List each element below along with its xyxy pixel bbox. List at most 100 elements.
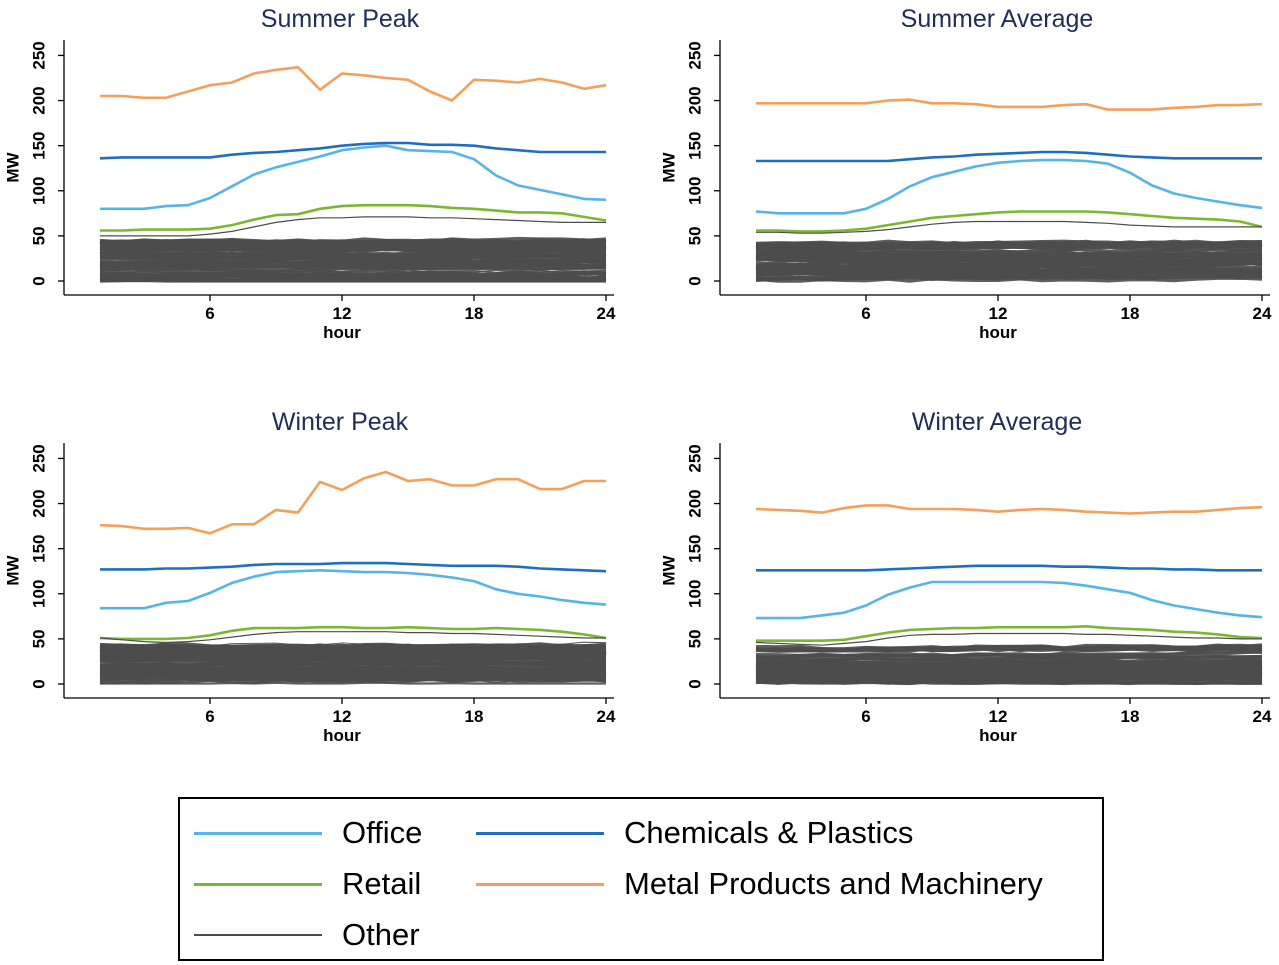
y-tick-label: 100	[685, 177, 704, 205]
legend-item-office: Office	[194, 813, 422, 853]
series-line-retail	[99, 625, 607, 641]
y-tick-label: 150	[685, 131, 704, 159]
panel-title: Winter Average	[912, 408, 1082, 436]
y-tick-label: 0	[29, 276, 48, 285]
series-line-other-sector	[99, 273, 607, 279]
x-tick-label: 6	[861, 707, 870, 726]
legend: Office Retail Other Chemicals & Plastics…	[178, 797, 1104, 961]
legend-item-other: Other	[194, 915, 420, 955]
series-line-metal-products-and-machinery	[99, 470, 606, 535]
y-tick-label: 150	[29, 534, 48, 562]
series-line-other-sector	[755, 670, 1263, 677]
x-tick-label: 6	[205, 707, 214, 726]
series-line-other-sector	[755, 268, 1263, 275]
x-axis-title: hour	[979, 726, 1017, 745]
series-line-other-sector	[99, 663, 607, 671]
panel-title: Summer Average	[901, 5, 1094, 33]
series-line-other	[100, 216, 606, 237]
series-line-other-sector	[99, 646, 607, 656]
series-line-other-sector	[99, 674, 607, 680]
y-tick-label: 250	[29, 444, 48, 472]
x-tick-label: 18	[465, 304, 484, 323]
chart-panel-2: Summer Average 0 50 100 150 200 250 MW 6 12 18 24 ho…	[659, 5, 1272, 342]
series-line-metal-products-and-machinery	[756, 98, 1263, 111]
series-line-other-sector	[99, 244, 607, 252]
x-tick-label: 12	[989, 707, 1008, 726]
chart-panel-1: Summer Peak 0 50 100 150 200 250 MW 6 12 18 24 hour	[3, 5, 616, 342]
y-tick-label: 100	[29, 580, 48, 608]
y-tick-label: 0	[29, 679, 48, 688]
series-line-chemicals-plastics	[100, 561, 607, 573]
legend-item-metal-products: Metal Products and Machinery	[476, 864, 1043, 904]
x-axis-title: hour	[323, 726, 361, 745]
x-tick-label: 18	[1121, 707, 1140, 726]
x-tick-label: 24	[1253, 304, 1272, 323]
series-line-metal-products-and-machinery	[755, 504, 1263, 515]
y-tick-label: 200	[685, 489, 704, 517]
chart-panel-4: Winter Average 0 50 100 150 200 250 MW 6 12 18 24 ho…	[659, 408, 1272, 745]
x-tick-label: 6	[205, 304, 214, 323]
series-line-other-sector	[100, 267, 607, 273]
series-line-other-sector	[99, 679, 607, 685]
series-line-other-sector	[756, 657, 1263, 664]
series-line-other-sector	[755, 665, 1263, 672]
legend-swatch-metal-products	[476, 882, 604, 886]
y-axis-title: MW	[659, 151, 678, 182]
series-line-other-sector	[755, 243, 1263, 253]
legend-item-chemicals-plastics: Chemicals & Plastics	[476, 813, 913, 853]
y-tick-label: 100	[685, 580, 704, 608]
x-tick-label: 24	[1253, 707, 1272, 726]
x-tick-label: 12	[333, 304, 352, 323]
panel-title: Summer Peak	[261, 5, 420, 33]
series-line-other-sector	[99, 654, 607, 660]
y-tick-label: 0	[685, 679, 704, 688]
x-tick-label: 24	[597, 304, 616, 323]
y-axis-title: MW	[3, 151, 22, 182]
y-tick-label: 250	[29, 41, 48, 69]
y-tick-label: 50	[29, 629, 48, 648]
series-line-office	[756, 580, 1263, 620]
legend-label-other: Other	[342, 917, 420, 952]
y-axis-title: MW	[3, 554, 22, 585]
series-line-other-sector	[99, 642, 607, 651]
other-band	[99, 641, 607, 685]
series-line-office	[100, 568, 607, 610]
y-tick-label: 50	[29, 226, 48, 245]
series-line-other-sector	[99, 263, 607, 268]
series-line-chemicals-plastics	[756, 150, 1262, 163]
series-line-other-sector	[99, 248, 607, 253]
y-tick-label: 250	[685, 444, 704, 472]
series-line-retail	[100, 203, 607, 232]
y-tick-label: 200	[685, 86, 704, 114]
series-line-other-sector	[755, 264, 1262, 271]
x-tick-label: 6	[861, 304, 870, 323]
legend-label-chemicals-plastics: Chemicals & Plastics	[624, 815, 914, 850]
series-line-other-sector	[755, 258, 1263, 267]
series-line-other-sector	[755, 649, 1263, 659]
series-line-other-sector	[99, 237, 607, 247]
y-axis-title: MW	[659, 554, 678, 585]
x-tick-label: 24	[597, 707, 616, 726]
y-tick-label: 50	[685, 226, 704, 245]
series-line-office	[100, 144, 607, 211]
series-line-other-sector	[755, 269, 1263, 278]
series-line-metal-products-and-machinery	[100, 65, 607, 102]
series-line-other	[756, 220, 1262, 234]
series-line-other-sector	[755, 680, 1262, 685]
series-line-other-sector	[755, 675, 1263, 682]
series-line-other	[755, 632, 1262, 646]
y-tick-label: 100	[29, 177, 48, 205]
series-line-other-sector	[99, 277, 606, 283]
x-axis-title: hour	[979, 323, 1017, 342]
series-line-retail	[756, 624, 1263, 643]
x-tick-label: 12	[333, 707, 352, 726]
series-line-other-sector	[755, 643, 1263, 653]
x-axis-title: hour	[323, 323, 361, 342]
series-line-other-sector	[99, 260, 607, 265]
y-tick-label: 50	[685, 629, 704, 648]
series-line-other-sector	[100, 681, 606, 685]
series-line-retail	[756, 210, 1263, 233]
legend-swatch-other	[194, 934, 322, 936]
series-line-other	[99, 631, 606, 644]
legend-label-metal-products: Metal Products and Machinery	[624, 866, 1043, 901]
